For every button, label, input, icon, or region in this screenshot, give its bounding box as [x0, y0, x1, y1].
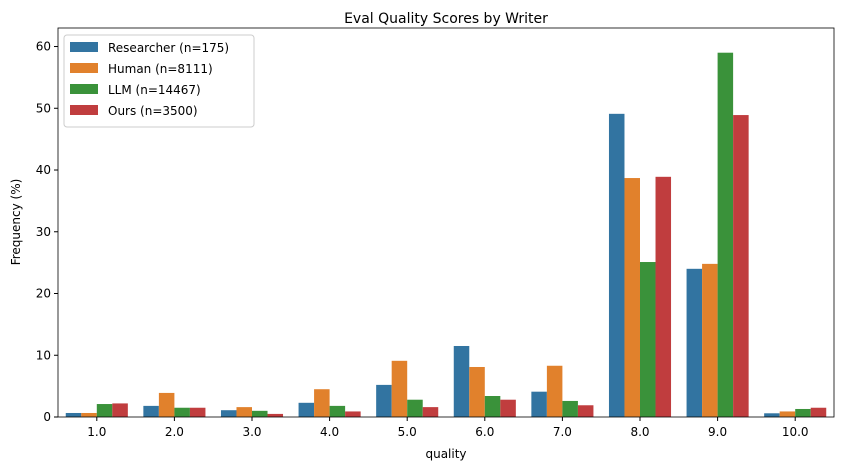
- x-tick-label: 9.0: [708, 425, 727, 439]
- bar-llm-8.0: [640, 262, 656, 417]
- x-axis-label: quality: [425, 447, 466, 461]
- bar-researcher-5.0: [376, 384, 392, 417]
- bar-researcher-6.0: [453, 345, 470, 417]
- bar-llm-3.0: [252, 410, 268, 417]
- bar-researcher-4.0: [298, 402, 315, 417]
- bar-human-5.0: [391, 360, 408, 417]
- bar-ours-7.0: [577, 405, 594, 417]
- y-tick-label: 40: [36, 163, 51, 177]
- chart-title: Eval Quality Scores by Writer: [344, 11, 548, 27]
- y-tick-label: 30: [36, 225, 51, 239]
- x-tick-label: 6.0: [475, 425, 494, 439]
- x-tick-label: 2.0: [165, 425, 184, 439]
- bar-ours-2.0: [189, 407, 206, 417]
- bar-human-6.0: [469, 366, 485, 417]
- legend-swatch: [70, 42, 98, 52]
- bar-human-3.0: [236, 407, 252, 417]
- bar-ours-3.0: [267, 413, 284, 417]
- bar-ours-1.0: [112, 403, 128, 417]
- y-tick-label: 60: [36, 40, 51, 54]
- bar-researcher-7.0: [531, 391, 547, 417]
- legend-label: Researcher (n=175): [108, 41, 229, 55]
- x-tick-label: 8.0: [630, 425, 649, 439]
- bar-llm-6.0: [484, 396, 501, 417]
- legend-label: Human (n=8111): [108, 62, 213, 76]
- bar-llm-1.0: [96, 404, 113, 417]
- x-tick-label: 3.0: [242, 425, 261, 439]
- bar-researcher-3.0: [220, 410, 237, 417]
- bar-human-7.0: [546, 365, 563, 417]
- y-axis-label: Frequency (%): [9, 179, 23, 266]
- bar-human-10.0: [779, 411, 796, 417]
- bar-ours-9.0: [733, 115, 749, 418]
- legend-swatch: [70, 105, 98, 115]
- bar-human-2.0: [158, 392, 175, 417]
- legend-label: LLM (n=14467): [108, 83, 201, 97]
- legend-box: [63, 34, 255, 128]
- bar-ours-4.0: [345, 411, 361, 417]
- y-tick-label: 10: [36, 348, 51, 362]
- legend-swatch: [70, 84, 98, 94]
- bar-human-9.0: [702, 263, 718, 417]
- bar-researcher-1.0: [65, 412, 82, 417]
- bar-llm-10.0: [795, 408, 811, 417]
- bar-human-1.0: [81, 412, 97, 417]
- x-tick-label: 4.0: [320, 425, 339, 439]
- bar-ours-8.0: [655, 176, 672, 417]
- bar-llm-5.0: [407, 399, 423, 417]
- bar-ours-5.0: [422, 407, 439, 417]
- bar-llm-7.0: [562, 400, 578, 417]
- bar-researcher-10.0: [764, 413, 780, 417]
- x-tick-label: 1.0: [87, 425, 106, 439]
- bar-human-8.0: [624, 178, 640, 417]
- x-tick-label: 7.0: [553, 425, 572, 439]
- y-tick-label: 0: [43, 410, 51, 424]
- x-tick-label: 10.0: [782, 425, 809, 439]
- x-tick-label: 5.0: [398, 425, 417, 439]
- y-tick-label: 50: [36, 101, 51, 115]
- y-tick-label: 20: [36, 287, 51, 301]
- bar-ours-10.0: [810, 407, 827, 417]
- bar-llm-9.0: [717, 52, 734, 417]
- bar-llm-4.0: [329, 405, 346, 417]
- bar-ours-6.0: [500, 399, 516, 417]
- bar-researcher-2.0: [143, 405, 159, 417]
- bar-researcher-9.0: [686, 268, 703, 417]
- legend-swatch: [70, 63, 98, 73]
- legend-label: Ours (n=3500): [108, 104, 198, 118]
- bar-llm-2.0: [174, 407, 190, 417]
- plot-frame: [57, 27, 835, 418]
- bar-researcher-8.0: [608, 113, 625, 418]
- legend: Researcher (n=175) Human (n=8111) LLM (n=1…: [63, 34, 255, 128]
- bar-human-4.0: [314, 389, 330, 417]
